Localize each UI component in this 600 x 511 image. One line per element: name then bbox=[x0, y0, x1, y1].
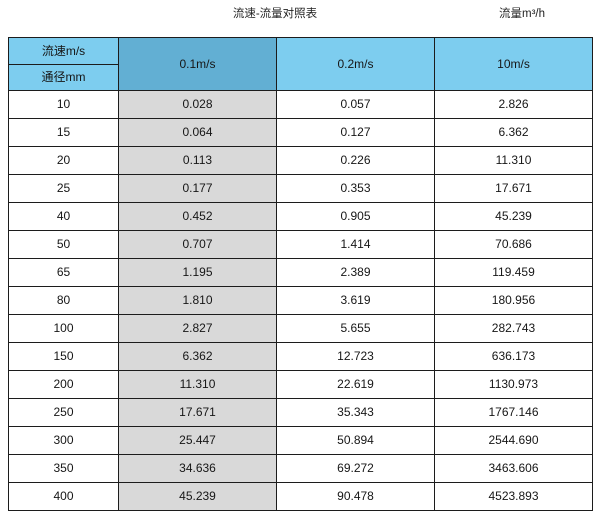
cell-flow-0.2ms: 3.619 bbox=[276, 286, 435, 315]
cell-flow-0.1ms: 0.177 bbox=[118, 174, 277, 203]
cell-flow-0.2ms: 5.655 bbox=[276, 314, 435, 343]
cell-flow-10ms: 1130.973 bbox=[434, 370, 593, 399]
cell-flow-10ms: 2.826 bbox=[434, 90, 593, 119]
table-row: 50 0.707 1.414 70.686 bbox=[8, 230, 593, 259]
table-row: 15 0.064 0.127 6.362 bbox=[8, 118, 593, 147]
header-column-0.1ms: 0.1m/s bbox=[118, 37, 277, 91]
caption-strip: 流速-流量对照表 流量m³/h bbox=[0, 0, 600, 37]
cell-diameter: 20 bbox=[8, 146, 119, 175]
cell-flow-0.2ms: 35.343 bbox=[276, 398, 435, 427]
cell-flow-0.2ms: 50.894 bbox=[276, 426, 435, 455]
cell-flow-0.1ms: 17.671 bbox=[118, 398, 277, 427]
table-row: 20 0.113 0.226 11.310 bbox=[8, 146, 593, 175]
cell-flow-10ms: 2544.690 bbox=[434, 426, 593, 455]
table-row: 80 1.810 3.619 180.956 bbox=[8, 286, 593, 315]
table-header-row: 流速m/s 通径mm 0.1m/s 0.2m/s 10m/s bbox=[8, 37, 593, 91]
table-row: 10 0.028 0.057 2.826 bbox=[8, 90, 593, 119]
table-row: 400 45.239 90.478 4523.893 bbox=[8, 482, 593, 511]
cell-flow-10ms: 119.459 bbox=[434, 258, 593, 287]
cell-flow-10ms: 4523.893 bbox=[434, 482, 593, 511]
cell-flow-0.2ms: 22.619 bbox=[276, 370, 435, 399]
cell-flow-0.2ms: 0.353 bbox=[276, 174, 435, 203]
cell-diameter: 100 bbox=[8, 314, 119, 343]
flow-rate-unit-label: 流量m³/h bbox=[499, 8, 545, 20]
cell-flow-0.1ms: 0.707 bbox=[118, 230, 277, 259]
cell-diameter: 80 bbox=[8, 286, 119, 315]
cell-flow-10ms: 6.362 bbox=[434, 118, 593, 147]
cell-flow-0.1ms: 1.195 bbox=[118, 258, 277, 287]
cell-flow-0.1ms: 11.310 bbox=[118, 370, 277, 399]
table-row: 350 34.636 69.272 3463.606 bbox=[8, 454, 593, 483]
cell-flow-0.1ms: 34.636 bbox=[118, 454, 277, 483]
table-row: 40 0.452 0.905 45.239 bbox=[8, 202, 593, 231]
table-row: 65 1.195 2.389 119.459 bbox=[8, 258, 593, 287]
cell-diameter: 150 bbox=[8, 342, 119, 371]
cell-flow-0.1ms: 2.827 bbox=[118, 314, 277, 343]
cell-diameter: 25 bbox=[8, 174, 119, 203]
table-row: 300 25.447 50.894 2544.690 bbox=[8, 426, 593, 455]
header-column-10ms: 10m/s bbox=[434, 37, 593, 91]
cell-flow-0.1ms: 0.113 bbox=[118, 146, 277, 175]
header-velocity-label: 流速m/s bbox=[9, 38, 118, 65]
cell-flow-0.2ms: 69.272 bbox=[276, 454, 435, 483]
cell-flow-0.1ms: 1.810 bbox=[118, 286, 277, 315]
cell-flow-10ms: 11.310 bbox=[434, 146, 593, 175]
cell-flow-0.2ms: 2.389 bbox=[276, 258, 435, 287]
header-corner-stack: 流速m/s 通径mm bbox=[9, 38, 118, 90]
cell-flow-10ms: 17.671 bbox=[434, 174, 593, 203]
header-diameter-label: 通径mm bbox=[9, 65, 118, 90]
cell-flow-0.1ms: 45.239 bbox=[118, 482, 277, 511]
cell-diameter: 10 bbox=[8, 90, 119, 119]
flow-table-wrapper: 流速m/s 通径mm 0.1m/s 0.2m/s 10m/s 10 0.028 … bbox=[8, 37, 593, 511]
table-body: 10 0.028 0.057 2.826 15 0.064 0.127 6.36… bbox=[8, 90, 593, 511]
cell-diameter: 15 bbox=[8, 118, 119, 147]
cell-flow-10ms: 282.743 bbox=[434, 314, 593, 343]
cell-diameter: 250 bbox=[8, 398, 119, 427]
cell-flow-10ms: 1767.146 bbox=[434, 398, 593, 427]
cell-flow-0.2ms: 0.057 bbox=[276, 90, 435, 119]
cell-flow-10ms: 45.239 bbox=[434, 202, 593, 231]
cell-flow-10ms: 3463.606 bbox=[434, 454, 593, 483]
cell-flow-0.2ms: 90.478 bbox=[276, 482, 435, 511]
cell-flow-0.2ms: 12.723 bbox=[276, 342, 435, 371]
cell-flow-0.1ms: 0.452 bbox=[118, 202, 277, 231]
cell-diameter: 200 bbox=[8, 370, 119, 399]
cell-flow-0.1ms: 0.028 bbox=[118, 90, 277, 119]
cell-flow-0.1ms: 6.362 bbox=[118, 342, 277, 371]
cell-flow-0.2ms: 0.905 bbox=[276, 202, 435, 231]
table-row: 200 11.310 22.619 1130.973 bbox=[8, 370, 593, 399]
table-header: 流速m/s 通径mm 0.1m/s 0.2m/s 10m/s bbox=[8, 37, 593, 91]
cell-flow-10ms: 70.686 bbox=[434, 230, 593, 259]
cell-flow-10ms: 636.173 bbox=[434, 342, 593, 371]
header-corner-cell: 流速m/s 通径mm bbox=[8, 37, 119, 91]
header-column-0.2ms: 0.2m/s bbox=[276, 37, 435, 91]
cell-flow-0.2ms: 1.414 bbox=[276, 230, 435, 259]
table-row: 150 6.362 12.723 636.173 bbox=[8, 342, 593, 371]
cell-diameter: 350 bbox=[8, 454, 119, 483]
cell-diameter: 50 bbox=[8, 230, 119, 259]
flow-velocity-table: 流速m/s 通径mm 0.1m/s 0.2m/s 10m/s 10 0.028 … bbox=[8, 37, 593, 511]
cell-flow-0.1ms: 0.064 bbox=[118, 118, 277, 147]
cell-diameter: 65 bbox=[8, 258, 119, 287]
cell-flow-0.2ms: 0.127 bbox=[276, 118, 435, 147]
cell-diameter: 40 bbox=[8, 202, 119, 231]
table-row: 25 0.177 0.353 17.671 bbox=[8, 174, 593, 203]
cell-flow-10ms: 180.956 bbox=[434, 286, 593, 315]
cell-diameter: 300 bbox=[8, 426, 119, 455]
page-title: 流速-流量对照表 bbox=[232, 8, 318, 20]
cell-diameter: 400 bbox=[8, 482, 119, 511]
table-row: 100 2.827 5.655 282.743 bbox=[8, 314, 593, 343]
table-row: 250 17.671 35.343 1767.146 bbox=[8, 398, 593, 427]
cell-flow-0.1ms: 25.447 bbox=[118, 426, 277, 455]
cell-flow-0.2ms: 0.226 bbox=[276, 146, 435, 175]
